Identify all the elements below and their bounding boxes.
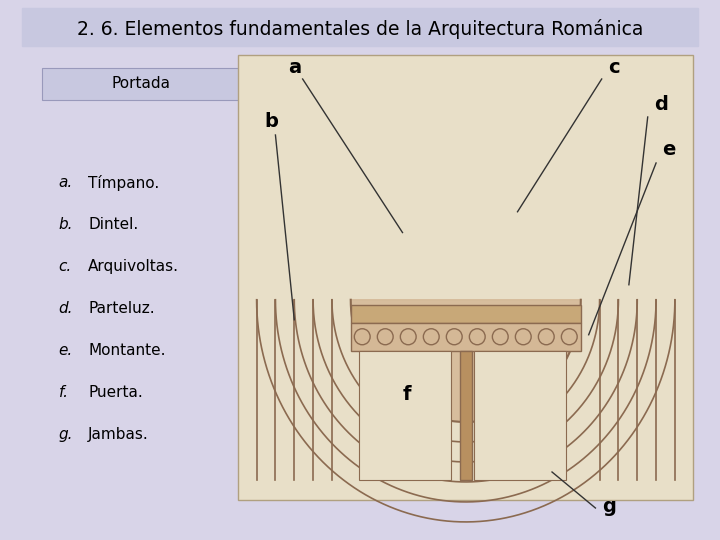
Text: e.: e. xyxy=(58,343,73,358)
Bar xyxy=(238,55,693,500)
Text: b.: b. xyxy=(58,217,73,232)
Text: 2. 6. Elementos fundamentales de la Arquitectura Románica: 2. 6. Elementos fundamentales de la Arqu… xyxy=(77,19,643,39)
Text: a: a xyxy=(288,58,301,77)
Bar xyxy=(351,305,581,323)
Text: e: e xyxy=(662,140,676,159)
Bar xyxy=(22,8,698,46)
Text: c.: c. xyxy=(58,259,72,274)
Text: Dintel.: Dintel. xyxy=(88,217,138,232)
Text: f.: f. xyxy=(58,385,68,400)
Text: d: d xyxy=(654,95,668,114)
Text: b: b xyxy=(265,112,279,131)
Bar xyxy=(474,351,567,480)
Text: c: c xyxy=(608,58,620,77)
Polygon shape xyxy=(351,300,581,422)
Text: g.: g. xyxy=(58,427,73,442)
Text: f: f xyxy=(402,385,411,404)
Text: Montante.: Montante. xyxy=(88,343,166,358)
Bar xyxy=(460,351,472,480)
Text: Puerta.: Puerta. xyxy=(88,385,143,400)
Bar xyxy=(359,351,451,480)
Bar xyxy=(42,68,240,100)
Text: Portada: Portada xyxy=(111,77,170,91)
Text: a.: a. xyxy=(58,175,73,190)
Text: d.: d. xyxy=(58,301,73,316)
Text: Tímpano.: Tímpano. xyxy=(88,175,159,191)
Text: Jambas.: Jambas. xyxy=(88,427,149,442)
Bar xyxy=(351,323,581,351)
Text: Arquivoltas.: Arquivoltas. xyxy=(88,259,179,274)
Text: Parteluz.: Parteluz. xyxy=(88,301,155,316)
Text: g: g xyxy=(602,497,616,516)
